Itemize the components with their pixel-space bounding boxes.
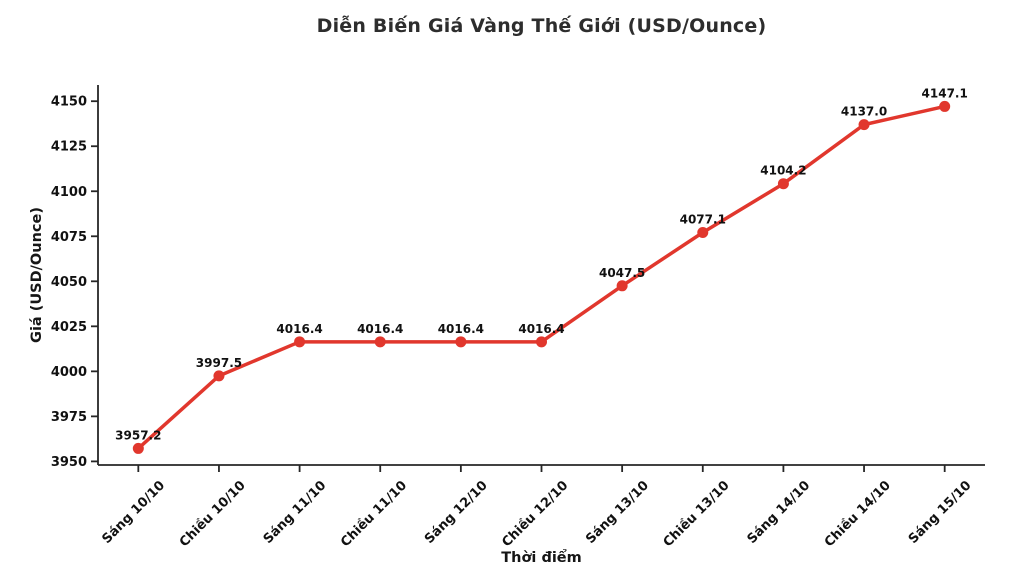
y-tick-label: 4150 (51, 95, 87, 110)
y-tick-label: 3950 (51, 455, 87, 470)
data-point-label: 4016.4 (276, 322, 322, 336)
y-tick-label: 4000 (51, 365, 87, 380)
data-point-marker (455, 336, 467, 348)
data-point-marker (616, 280, 628, 292)
data-point-label: 4147.1 (922, 86, 968, 100)
x-tick-label: Sáng 15/10 (906, 478, 975, 547)
data-point-label: 4016.4 (357, 322, 403, 336)
chart-title: Diễn Biến Giá Vàng Thế Giới (USD/Ounce) (316, 15, 767, 37)
data-point-marker (132, 442, 144, 454)
data-point-marker (213, 370, 225, 382)
data-point-label: 3957.2 (115, 428, 161, 442)
x-tick-label: Sáng 12/10 (422, 478, 491, 547)
data-point-label: 4016.4 (518, 322, 564, 336)
x-tick-label: Chiều 11/10 (338, 478, 410, 550)
y-tick-label: 4025 (51, 320, 87, 335)
price-line (136, 104, 947, 451)
data-point-marker (294, 336, 306, 348)
x-tick-label: Sáng 13/10 (583, 478, 652, 547)
x-tick-label: Sáng 10/10 (99, 478, 168, 547)
data-point-label: 4104.2 (760, 164, 806, 178)
y-tick-label: 4125 (51, 140, 87, 155)
data-point-label: 3997.5 (196, 356, 242, 370)
data-point-label: 4077.1 (680, 212, 726, 226)
y-tick-label: 4050 (51, 275, 87, 290)
data-point-label: 4047.5 (599, 266, 645, 280)
data-point-marker (374, 336, 386, 348)
x-tick-label: Chiều 14/10 (822, 478, 894, 550)
data-point-marker (536, 336, 547, 348)
data-point-label: 4016.4 (438, 322, 484, 336)
x-tick-label: Sáng 14/10 (745, 478, 814, 547)
y-tick-label: 3975 (51, 410, 87, 425)
data-point-label: 4137.0 (841, 105, 887, 119)
data-point-marker (939, 100, 951, 112)
data-point-marker (777, 178, 789, 190)
x-axis-title: Thời điểm (501, 550, 582, 566)
x-tick-label: Sáng 11/10 (261, 478, 330, 547)
data-point-marker (697, 226, 709, 238)
x-tick-label: Chiều 10/10 (177, 478, 249, 550)
y-tick-label: 4075 (51, 230, 87, 245)
x-tick-label: Chiều 13/10 (661, 478, 733, 550)
y-tick-label: 4100 (51, 185, 87, 200)
x-tick-label: Chiều 12/10 (499, 478, 571, 550)
data-point-marker (858, 119, 870, 131)
